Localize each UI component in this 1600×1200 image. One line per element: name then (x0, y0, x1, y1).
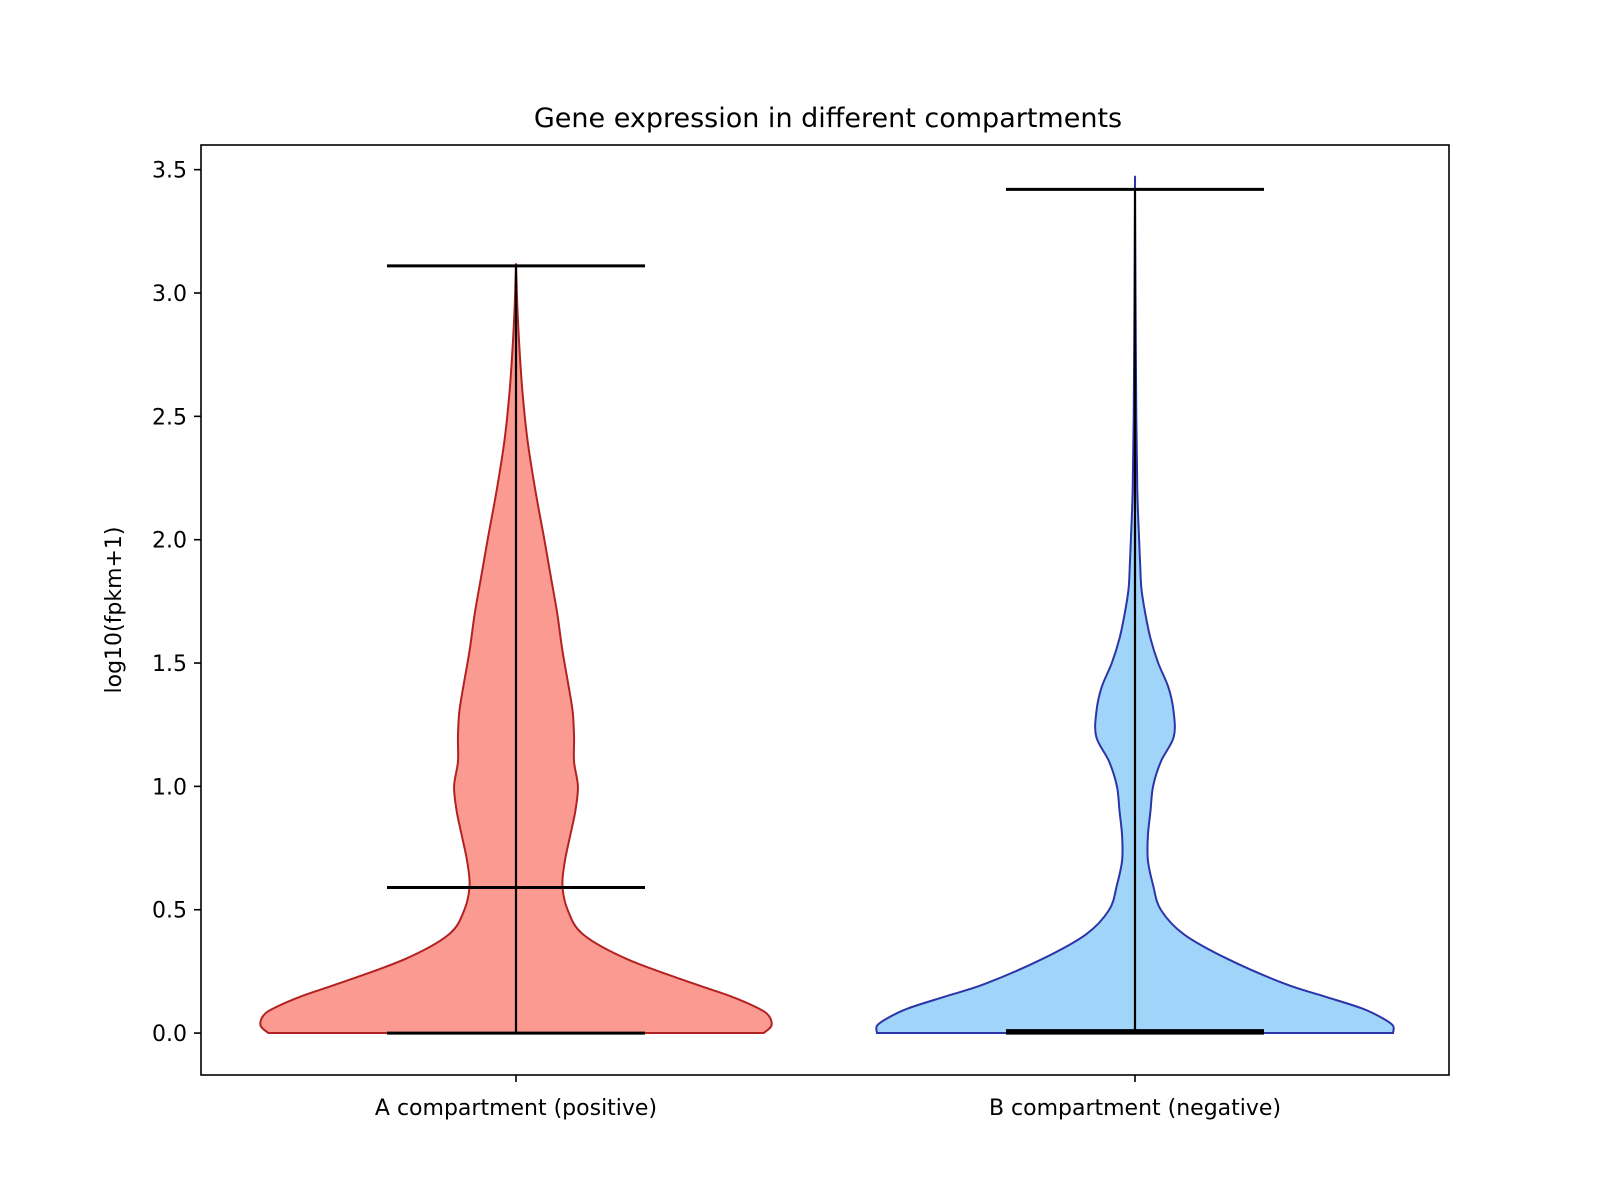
y-tick-label: 1.0 (152, 775, 187, 800)
chart-title: Gene expression in different compartment… (534, 103, 1122, 134)
y-tick-label: 3.5 (152, 159, 187, 184)
y-tick-label: 3.0 (152, 282, 187, 307)
y-tick-label: 1.5 (152, 652, 187, 677)
y-axis-label: log10(fpkm+1) (102, 526, 127, 693)
y-tick-label: 2.0 (152, 529, 187, 554)
y-tick-label: 0.0 (152, 1022, 187, 1047)
plot-frame (200, 144, 1450, 1076)
y-tick-label: 2.5 (152, 405, 187, 430)
stat-lines-layer (387, 187, 1264, 1035)
y-axis: 0.0 0.5 1.0 1.5 2.0 2.5 3.0 3.5 (152, 159, 201, 1047)
x-tick-label: B compartment (negative) (989, 1096, 1281, 1121)
x-axis: A compartment (positive) B compartment (n… (375, 1075, 1281, 1121)
x-tick-label: A compartment (positive) (375, 1096, 657, 1121)
y-tick-label: 0.5 (152, 899, 187, 924)
